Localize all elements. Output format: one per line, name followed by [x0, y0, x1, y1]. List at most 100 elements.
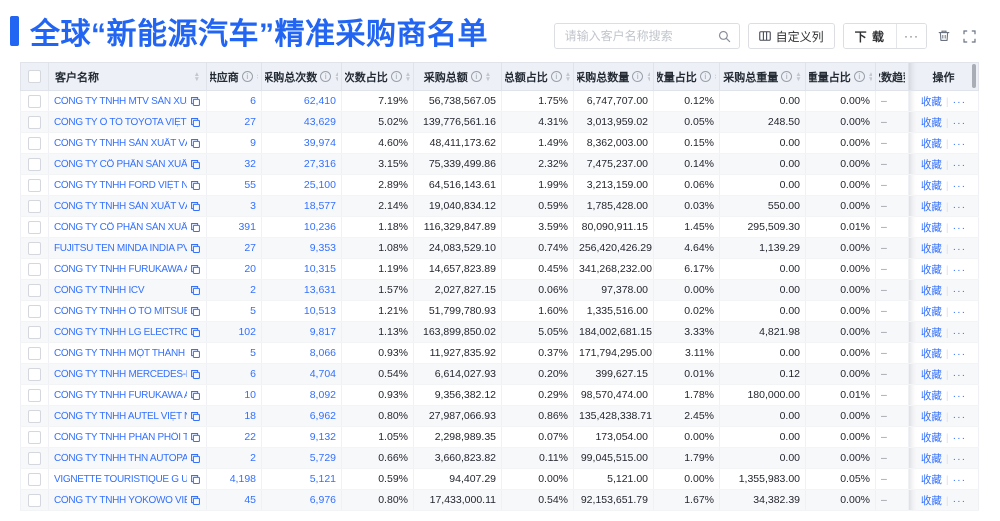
copy-icon[interactable]: [190, 264, 201, 275]
favorite-action[interactable]: 收藏: [920, 347, 942, 360]
copy-icon[interactable]: [190, 201, 201, 212]
row-more-action[interactable]: ···: [952, 263, 967, 276]
customer-name-link[interactable]: CÔNG TY CỔ PHẦN SẢN XUẤT...: [54, 221, 187, 233]
customer-name-link[interactable]: VIGNETTE TOURISTIQUE G UNI...: [54, 473, 187, 485]
copy-icon[interactable]: [190, 222, 201, 233]
copy-icon[interactable]: [190, 285, 201, 296]
favorite-action[interactable]: 收藏: [920, 221, 942, 234]
row-more-action[interactable]: ···: [952, 116, 967, 129]
info-icon[interactable]: i: [320, 71, 332, 82]
row-more-action[interactable]: ···: [952, 158, 967, 171]
customer-name-link[interactable]: CÔNG TY TNHH MỘT THÀNH V...: [54, 347, 187, 359]
favorite-action[interactable]: 收藏: [920, 389, 942, 402]
row-more-action[interactable]: ···: [952, 284, 967, 297]
favorite-action[interactable]: 收藏: [920, 326, 942, 339]
row-checkbox[interactable]: [28, 136, 41, 150]
copy-icon[interactable]: [190, 348, 201, 359]
row-checkbox[interactable]: [28, 241, 41, 255]
favorite-action[interactable]: 收藏: [920, 263, 942, 276]
favorite-action[interactable]: 收藏: [920, 242, 942, 255]
copy-icon[interactable]: [190, 474, 201, 485]
copy-icon[interactable]: [190, 159, 201, 170]
customer-name-link[interactable]: FUJITSU TEN MINDA INDIA PVT...: [54, 242, 187, 254]
info-icon[interactable]: i: [699, 71, 711, 82]
favorite-action[interactable]: 收藏: [920, 452, 942, 465]
row-checkbox[interactable]: [28, 493, 41, 507]
column-header-weight[interactable]: 采购总重量 i ▲ ▼: [719, 62, 806, 91]
row-checkbox[interactable]: [28, 346, 41, 360]
copy-icon[interactable]: [190, 369, 201, 380]
customer-name-link[interactable]: CÔNG TY TNHH LG ELECTRON...: [54, 326, 187, 338]
favorite-action[interactable]: 收藏: [920, 494, 942, 507]
info-icon[interactable]: i: [241, 71, 253, 82]
row-checkbox[interactable]: [28, 220, 41, 234]
sort-icon[interactable]: ▲▼: [565, 71, 570, 83]
favorite-action[interactable]: 收藏: [920, 368, 942, 381]
copy-icon[interactable]: [190, 495, 201, 506]
copy-icon[interactable]: [190, 390, 201, 401]
row-checkbox[interactable]: [28, 94, 41, 108]
row-more-action[interactable]: ···: [952, 326, 967, 339]
copy-icon[interactable]: [190, 243, 201, 254]
column-header-suppliers[interactable]: 供应商i▲▼: [206, 62, 262, 91]
copy-icon[interactable]: [190, 117, 201, 128]
copy-icon[interactable]: [190, 327, 201, 338]
copy-icon[interactable]: [190, 453, 201, 464]
copy-icon[interactable]: [190, 138, 201, 149]
customize-columns-button[interactable]: 自定义列: [747, 23, 835, 49]
row-more-action[interactable]: ···: [952, 95, 967, 108]
copy-icon[interactable]: [190, 432, 201, 443]
favorite-action[interactable]: 收藏: [920, 284, 942, 297]
favorite-action[interactable]: 收藏: [920, 200, 942, 213]
customer-name-link[interactable]: CÔNG TY TNHH SẢN XUẤT VÀ ...: [54, 200, 187, 212]
row-checkbox[interactable]: [28, 472, 41, 486]
favorite-action[interactable]: 收藏: [920, 137, 942, 150]
row-more-action[interactable]: ···: [952, 179, 967, 192]
info-icon[interactable]: i: [470, 71, 482, 82]
customer-name-link[interactable]: CÔNG TY TNHH FURUKAWA A...: [54, 389, 187, 401]
favorite-action[interactable]: 收藏: [920, 431, 942, 444]
row-more-action[interactable]: ···: [952, 452, 967, 465]
customer-name-link[interactable]: CÔNG TY TNHH FORD VIỆT NAM: [54, 179, 187, 191]
sort-icon[interactable]: ▲▼: [795, 71, 801, 83]
row-checkbox[interactable]: [28, 304, 41, 318]
customer-name-link[interactable]: CÔNG TY TNHH MTV SẢN XUẤ...: [54, 95, 187, 107]
download-more-button[interactable]: ···: [897, 24, 926, 48]
row-checkbox[interactable]: [28, 262, 41, 276]
row-checkbox[interactable]: [28, 388, 41, 402]
fullscreen-button[interactable]: [961, 28, 978, 45]
row-more-action[interactable]: ···: [952, 368, 967, 381]
customer-name-link[interactable]: CÔNG TY TNHH Ô TÔ MITSUBI...: [54, 305, 187, 317]
sort-icon[interactable]: ▲▼: [334, 71, 338, 83]
vertical-scrollbar-thumb[interactable]: [972, 64, 976, 88]
search-input[interactable]: [562, 28, 712, 44]
row-checkbox[interactable]: [28, 430, 41, 444]
row-more-action[interactable]: ···: [952, 137, 967, 150]
row-checkbox[interactable]: [28, 157, 41, 171]
sort-icon[interactable]: ▲▼: [646, 71, 650, 83]
row-more-action[interactable]: ···: [952, 431, 967, 444]
info-icon[interactable]: i: [550, 71, 562, 82]
row-more-action[interactable]: ···: [952, 305, 967, 318]
sort-icon[interactable]: ▲▼: [714, 71, 716, 83]
favorite-action[interactable]: 收藏: [920, 116, 942, 129]
download-button[interactable]: 下 载: [843, 24, 897, 48]
favorite-action[interactable]: 收藏: [920, 410, 942, 423]
select-all-checkbox[interactable]: [28, 70, 41, 83]
sort-icon[interactable]: ▲▼: [194, 71, 200, 83]
row-more-action[interactable]: ···: [952, 347, 967, 360]
sort-icon[interactable]: ▲▼: [256, 71, 258, 83]
row-checkbox[interactable]: [28, 367, 41, 381]
row-checkbox[interactable]: [28, 115, 41, 129]
copy-icon[interactable]: [190, 180, 201, 191]
customer-name-link[interactable]: CÔNG TY TNHH SẢN XUẤT VÀ ...: [54, 137, 187, 149]
customer-name-link[interactable]: CÔNG TY TNHH PHÂN PHỐI T...: [54, 431, 187, 443]
search-icon[interactable]: [718, 30, 731, 43]
column-header-amount[interactable]: 采购总额 i ▲ ▼: [413, 62, 502, 91]
customer-name-link[interactable]: CÔNG TY TNHH AUTEL VIỆT N...: [54, 410, 187, 422]
row-more-action[interactable]: ···: [952, 410, 967, 423]
